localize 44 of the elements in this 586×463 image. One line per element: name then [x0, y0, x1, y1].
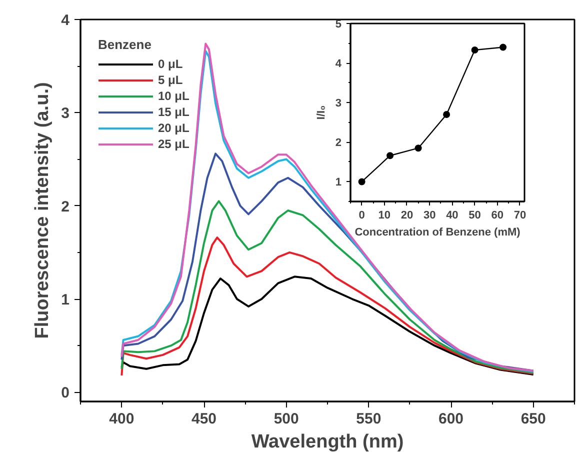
y-tick-label: 4	[335, 58, 342, 70]
y-axis-title: I/I₀	[315, 105, 328, 120]
x-tick-label: 650	[520, 410, 546, 428]
x-tick-label: 70	[514, 210, 526, 222]
legend-label: 20 μL	[158, 121, 190, 135]
y-tick-label: 2	[335, 137, 342, 150]
x-tick-label: 0	[358, 210, 365, 222]
point	[414, 144, 422, 152]
y-tick-label: 1	[61, 292, 70, 309]
x-tick-label: 30	[423, 210, 436, 222]
y-tick-label: 4	[61, 12, 70, 29]
x-tick-label: 600	[438, 410, 464, 428]
point	[443, 110, 450, 118]
legend-label: 15 μL	[158, 105, 190, 119]
line-series	[120, 200, 534, 374]
legend-label: 5 μL	[158, 73, 183, 87]
x-axis-title: Wavelength (nm)	[251, 432, 404, 452]
point	[386, 152, 394, 160]
y-tick-label: 3	[335, 98, 342, 110]
y-tick-label: 5	[335, 18, 342, 30]
legend-label: 10 μL	[158, 89, 190, 103]
x-tick-label: 60	[491, 210, 504, 222]
y-tick-label: 2	[61, 198, 70, 216]
point	[471, 46, 478, 54]
y-tick-label: 1	[335, 176, 342, 189]
x-tick-label: 550	[356, 410, 382, 428]
x-tick-label: 50	[468, 210, 481, 222]
legend-label: 25 μL	[158, 137, 190, 151]
x-axis-title: Concentration of Benzene (mM)	[354, 226, 521, 238]
line-series	[120, 236, 534, 376]
x-tick-label: 40	[446, 210, 458, 222]
x-tick-label: 10	[378, 210, 391, 222]
x-tick-label: 500	[274, 410, 299, 428]
x-tick-label: 400	[109, 410, 134, 428]
y-tick-label: 0	[61, 384, 70, 402]
legend-title: Benzene	[98, 37, 152, 52]
x-tick-label: 20	[400, 210, 414, 222]
x-tick-label: 450	[191, 410, 217, 428]
point	[358, 178, 366, 186]
y-tick-label: 3	[61, 105, 70, 122]
line-series	[120, 276, 534, 376]
y-axis-title: Fluorescence intensity (a.u.)	[32, 82, 54, 339]
point	[500, 44, 507, 51]
legend-label: 0 μL	[158, 57, 183, 71]
